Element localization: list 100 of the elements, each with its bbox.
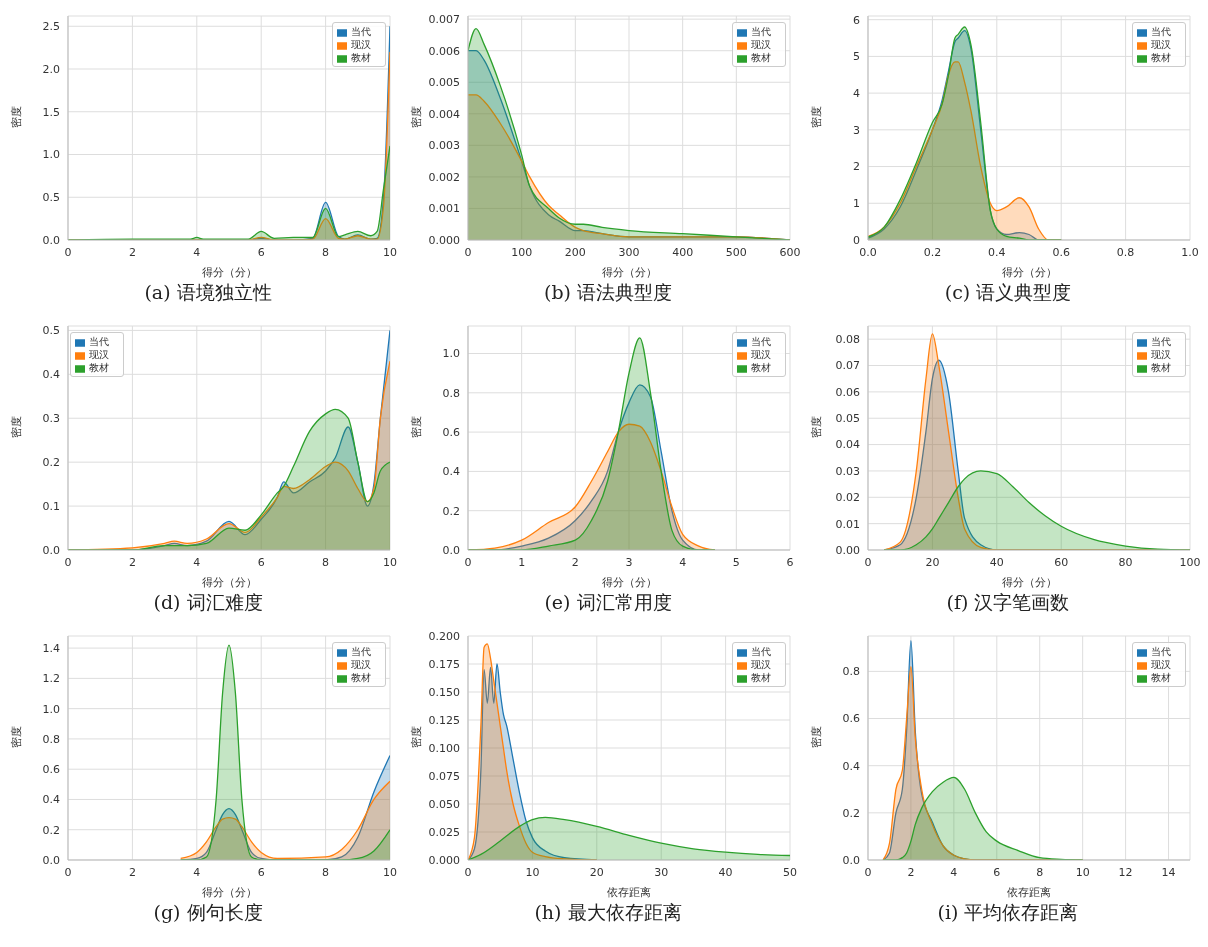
text: (h) 最大依存距离 (533, 900, 683, 925)
legend-label: 当代 (351, 646, 371, 657)
x-tick-label: 12 (1118, 865, 1133, 879)
y-tick-label: 0.0 (42, 543, 60, 557)
x-tick-label: 4 (193, 555, 201, 569)
legend-label: 教材 (751, 52, 771, 63)
x-axis-title: 得分（分） (601, 576, 657, 589)
y-tick-label: 0 (853, 233, 860, 247)
x-tick-label: 200 (564, 245, 586, 259)
y-tick-label: 0.6 (42, 763, 60, 777)
x-tick-label: 2 (128, 865, 136, 879)
x-tick-label: 40 (989, 555, 1004, 569)
y-tick-label: 6 (853, 13, 860, 27)
x-tick-label: 20 (925, 555, 940, 569)
legend-label: 现汉 (1151, 349, 1171, 360)
legend-label: 教材 (1151, 52, 1171, 63)
x-tick-label: 10 (383, 555, 397, 569)
x-tick-label: 10 (525, 865, 540, 879)
y-tick-label: 0.001 (428, 202, 460, 216)
x-tick-label: 6 (786, 555, 794, 569)
x-tick-label: 1 (518, 555, 526, 569)
x-tick-label: 6 (993, 865, 1001, 879)
y-axis-title: 密度 (409, 416, 423, 438)
y-tick-label: 1 (853, 197, 860, 211)
x-tick-label: 4 (950, 865, 958, 879)
text: (d) 词汇难度 (152, 590, 264, 615)
legend-label: 现汉 (89, 349, 109, 360)
x-tick-label: 6 (257, 555, 265, 569)
x-tick-label: 4 (193, 245, 201, 259)
y-tick-label: 0.075 (428, 769, 460, 783)
legend-label: 当代 (1151, 646, 1171, 657)
legend-label: 当代 (89, 336, 109, 347)
y-tick-label: 0.006 (428, 44, 460, 58)
legend-label: 现汉 (751, 39, 771, 50)
x-axis-title: 得分（分） (1001, 266, 1057, 279)
y-tick-label: 0.100 (428, 741, 460, 755)
y-tick-label: 0.2 (42, 823, 60, 837)
x-tick-label: 6 (257, 865, 265, 879)
x-tick-label: 60 (1054, 555, 1069, 569)
x-tick-label: 14 (1161, 865, 1176, 879)
y-tick-label: 0.03 (835, 464, 860, 478)
x-tick-label: 8 (1036, 865, 1044, 879)
x-axis-title: 依存距离 (607, 886, 651, 899)
y-tick-label: 0.2 (42, 456, 60, 470)
x-tick-label: 4 (193, 865, 201, 879)
y-tick-label: 5 (853, 50, 860, 64)
legend-label: 教材 (751, 672, 771, 683)
legend-label: 现汉 (1151, 659, 1171, 670)
y-tick-label: 0.004 (428, 107, 460, 121)
y-tick-label: 0.6 (442, 426, 460, 440)
x-tick-label: 100 (511, 245, 533, 259)
text: (a) 语境独立性 (143, 280, 273, 305)
y-tick-label: 0.01 (835, 517, 860, 531)
y-axis-title: 密度 (809, 726, 823, 748)
y-tick-label: 0.6 (842, 712, 860, 726)
x-tick-label: 0 (464, 555, 472, 569)
legend-label: 教材 (1151, 672, 1171, 683)
x-tick-label: 4 (679, 555, 687, 569)
legend-label: 教材 (89, 362, 109, 373)
y-tick-label: 0.8 (842, 665, 860, 679)
x-tick-label: 10 (383, 245, 397, 259)
y-tick-label: 0.005 (428, 76, 460, 90)
x-tick-label: 2 (907, 865, 915, 879)
y-tick-label: 0.00 (835, 543, 860, 557)
x-axis-title: 得分（分） (1001, 576, 1057, 589)
y-tick-label: 0.5 (42, 324, 60, 338)
legend-label: 当代 (751, 336, 771, 347)
y-axis-title: 密度 (409, 106, 423, 128)
legend-label: 教材 (351, 672, 371, 683)
y-tick-label: 0.8 (442, 386, 460, 400)
legend-label: 现汉 (751, 349, 771, 360)
y-tick-label: 1.0 (42, 148, 60, 162)
x-tick-label: 10 (383, 865, 397, 879)
legend-label: 当代 (351, 26, 371, 37)
x-axis-title: 得分（分） (601, 266, 657, 279)
x-tick-label: 0.6 (1052, 245, 1070, 259)
x-tick-label: 0 (464, 865, 472, 879)
y-tick-label: 2.5 (42, 20, 60, 34)
y-tick-label: 0.150 (428, 685, 460, 699)
y-tick-label: 0.4 (42, 368, 60, 382)
y-tick-label: 0.0 (842, 853, 860, 867)
y-tick-label: 2.0 (42, 62, 60, 76)
y-tick-label: 3 (853, 123, 860, 137)
y-tick-label: 0.04 (835, 438, 860, 452)
y-tick-label: 0.0 (42, 233, 60, 247)
y-tick-label: 0.002 (428, 170, 460, 184)
x-tick-label: 50 (783, 865, 797, 879)
legend-label: 当代 (751, 26, 771, 37)
x-tick-label: 0 (864, 865, 872, 879)
text: (i) 平均依存距离 (936, 900, 1080, 925)
y-tick-label: 0.5 (42, 191, 60, 205)
legend-label: 现汉 (351, 39, 371, 50)
legend-label: 教材 (351, 52, 371, 63)
y-tick-label: 0.4 (42, 793, 60, 807)
x-tick-label: 0 (864, 555, 872, 569)
y-tick-label: 0.05 (835, 412, 860, 426)
y-tick-label: 0.06 (835, 385, 860, 399)
y-tick-label: 0.8 (42, 732, 60, 746)
y-tick-label: 0.3 (42, 412, 60, 426)
x-tick-label: 0.2 (923, 245, 942, 259)
